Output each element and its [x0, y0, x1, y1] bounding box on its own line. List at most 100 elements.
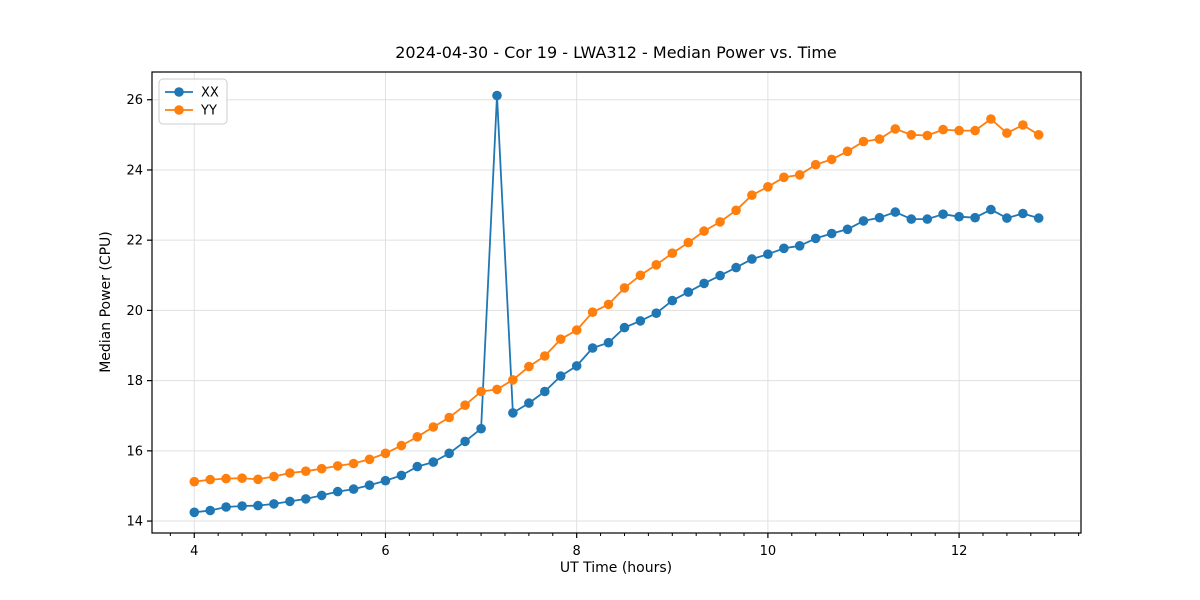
data-point [460, 436, 470, 447]
data-point [285, 468, 295, 478]
data-point [954, 211, 964, 222]
data-point [619, 283, 630, 293]
y-tick-label: 24 [126, 163, 143, 178]
data-point [444, 412, 455, 423]
data-point [635, 316, 646, 326]
data-point [826, 154, 837, 165]
data-point [970, 212, 980, 223]
y-tick-label: 16 [126, 444, 143, 459]
data-point [603, 299, 614, 310]
tick-labels: 4 6 8 10 12 14 16 18 20 22 24 26 [126, 93, 967, 559]
data-point [332, 486, 343, 497]
x-tick-label: 8 [573, 544, 581, 559]
data-point [906, 130, 917, 140]
data-point [970, 125, 980, 136]
data-point [508, 408, 518, 418]
data-point [715, 217, 725, 227]
data-point [587, 307, 598, 318]
data-point [189, 507, 200, 518]
data-point [922, 214, 933, 224]
legend-marker-xx [174, 87, 184, 97]
data-point [412, 461, 423, 472]
data-point [954, 125, 964, 136]
data-point [715, 270, 725, 281]
data-point [1002, 213, 1012, 223]
data-point [269, 499, 279, 509]
y-tick-label: 14 [126, 515, 143, 530]
data-point [237, 501, 247, 511]
gridlines [152, 72, 1081, 533]
data-point [348, 484, 359, 494]
data-point [938, 209, 948, 219]
data-point [540, 351, 550, 361]
data-point [938, 124, 948, 135]
legend-label-yy: YY [200, 104, 217, 119]
data-point [842, 224, 853, 235]
data-point [540, 386, 550, 397]
data-point [779, 172, 789, 183]
data-point [986, 204, 996, 215]
data-point [731, 262, 741, 273]
data-point [460, 400, 470, 411]
data-point [794, 170, 805, 180]
data-point [667, 248, 678, 258]
data-point [747, 254, 757, 264]
data-series [189, 90, 1044, 518]
data-point [699, 226, 709, 236]
data-point [364, 480, 375, 491]
data-point [524, 361, 534, 372]
data-point [1033, 213, 1044, 223]
data-point [571, 325, 582, 335]
data-point [332, 461, 343, 471]
data-point [922, 130, 933, 141]
data-point [380, 448, 391, 459]
data-point [794, 241, 805, 251]
x-tick-label: 4 [190, 544, 198, 559]
data-point [667, 295, 678, 306]
data-point [731, 205, 741, 216]
data-point [476, 386, 486, 397]
data-point [683, 237, 694, 248]
data-point [524, 398, 534, 408]
data-point [380, 475, 391, 486]
x-tick-label: 10 [760, 544, 777, 559]
data-point [396, 440, 407, 451]
data-point [253, 500, 263, 511]
data-point [874, 212, 885, 223]
data-point [842, 146, 853, 157]
chart-title: 2024-04-30 - Cor 19 - LWA312 - Median Po… [395, 43, 837, 62]
data-point [619, 322, 630, 333]
series-xx [189, 90, 1044, 518]
data-point [492, 384, 502, 395]
data-point [603, 337, 614, 348]
y-tick-label: 20 [126, 304, 143, 319]
data-point [651, 308, 662, 319]
data-point [571, 361, 582, 371]
data-point [316, 463, 327, 474]
data-point [1033, 130, 1044, 140]
x-tick-label: 12 [951, 544, 968, 559]
data-point [205, 474, 215, 485]
data-point [858, 216, 869, 226]
data-point [269, 471, 279, 482]
data-point [253, 474, 263, 485]
data-point [555, 371, 566, 381]
data-point [1018, 208, 1028, 219]
data-point [747, 190, 757, 200]
data-point [986, 114, 996, 124]
data-point [906, 214, 917, 224]
data-point [428, 457, 439, 467]
data-point [364, 454, 375, 465]
y-axis-label: Median Power (CPU) [98, 231, 114, 373]
data-point [683, 287, 694, 297]
data-point [301, 494, 311, 504]
x-tick-label: 6 [381, 544, 389, 559]
data-point [810, 233, 821, 244]
data-point [348, 458, 359, 469]
data-point [221, 473, 231, 484]
legend-label-xx: XX [201, 86, 219, 101]
data-point [492, 90, 502, 101]
data-point [1018, 120, 1028, 130]
